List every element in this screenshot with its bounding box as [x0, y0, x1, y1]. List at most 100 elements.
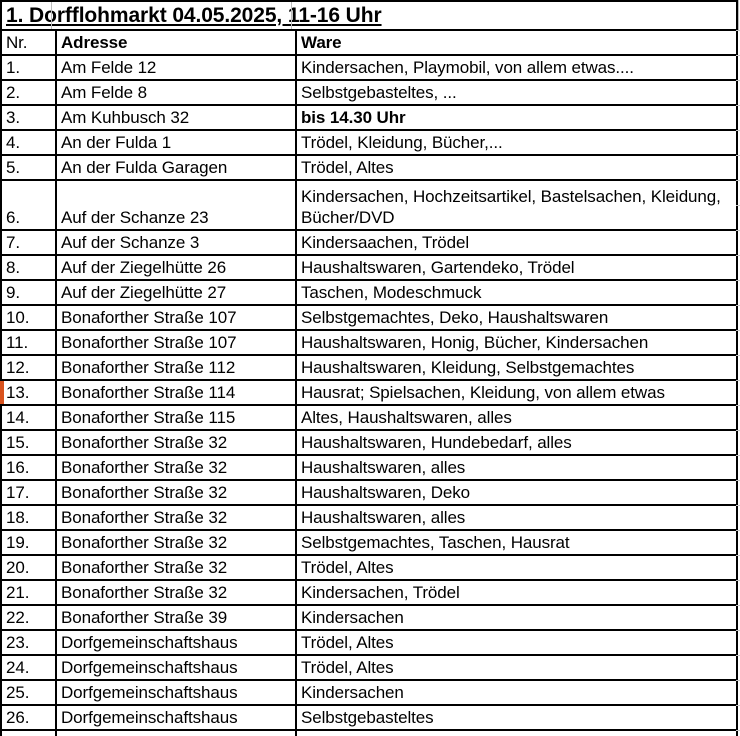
cell-empty[interactable]: [294, 729, 739, 736]
cell-adresse[interactable]: Bonaforther Straße 107: [55, 329, 297, 356]
header-adresse[interactable]: Adresse: [55, 29, 297, 56]
cell-empty[interactable]: [55, 729, 297, 736]
cell-adresse[interactable]: Dorfgemeinschaftshaus: [55, 679, 297, 706]
cell-ware[interactable]: Kindersachen, Trödel: [294, 579, 739, 606]
cell-adresse[interactable]: Auf der Ziegelhütte 26: [55, 254, 297, 281]
cell-adresse[interactable]: Bonaforther Straße 107: [55, 304, 297, 331]
cell-adresse[interactable]: Bonaforther Straße 115: [55, 404, 297, 431]
cell-ware[interactable]: Trödel, Kleidung, Bücher,...: [294, 129, 739, 156]
header-ware[interactable]: Ware: [294, 29, 739, 56]
cell-ware[interactable]: Kindersachen: [294, 604, 739, 631]
cell-nr[interactable]: 23.: [0, 629, 57, 656]
cell-nr[interactable]: 7.: [0, 229, 57, 256]
cell-ware[interactable]: bis 14.30 Uhr: [294, 104, 739, 131]
cell-adresse[interactable]: Am Kuhbusch 32: [55, 104, 297, 131]
cell-nr[interactable]: 18.: [0, 504, 57, 531]
cell-nr[interactable]: 20.: [0, 554, 57, 581]
gridline-stubs: [736, 30, 740, 731]
cell-nr[interactable]: 10.: [0, 304, 57, 331]
cell-ware[interactable]: Haushaltswaren, Gartendeko, Trödel: [294, 254, 739, 281]
cell-nr[interactable]: 17.: [0, 479, 57, 506]
cell-ware[interactable]: Selbstgebasteltes, ...: [294, 79, 739, 106]
cell-ware[interactable]: Haushaltswaren, Hundebedarf, alles: [294, 429, 739, 456]
cell-nr[interactable]: 24.: [0, 654, 57, 681]
cell-adresse[interactable]: Dorfgemeinschaftshaus: [55, 704, 297, 731]
cell-adresse[interactable]: Bonaforther Straße 32: [55, 554, 297, 581]
table-row: 20. Bonaforther Straße 32 Trödel, Altes: [0, 554, 739, 581]
cell-adresse[interactable]: Bonaforther Straße 32: [55, 529, 297, 556]
table-row-partial: [0, 729, 739, 736]
cell-nr[interactable]: 6.: [0, 179, 57, 231]
cell-ware[interactable]: Kindersachen, Hochzeitsartikel, Bastelsa…: [294, 179, 739, 231]
gridline: [738, 0, 739, 30]
table-row: 25. Dorfgemeinschaftshaus Kindersachen: [0, 679, 739, 706]
cell-adresse[interactable]: Bonaforther Straße 39: [55, 604, 297, 631]
header-nr[interactable]: Nr.: [0, 29, 57, 56]
cell-nr[interactable]: 21.: [0, 579, 57, 606]
cell-ware[interactable]: Kindersachen: [294, 679, 739, 706]
cell-adresse[interactable]: Dorfgemeinschaftshaus: [55, 654, 297, 681]
cell-adresse[interactable]: Bonaforther Straße 32: [55, 429, 297, 456]
cell-ware[interactable]: Altes, Haushaltswaren, alles: [294, 404, 739, 431]
cell-adresse[interactable]: An der Fulda Garagen: [55, 154, 297, 181]
cell-ware[interactable]: Selbstgebasteltes: [294, 704, 739, 731]
cell-adresse[interactable]: Bonaforther Straße 32: [55, 579, 297, 606]
cell-nr[interactable]: 5.: [0, 154, 57, 181]
cell-adresse[interactable]: Auf der Schanze 3: [55, 229, 297, 256]
cell-nr[interactable]: 26.: [0, 704, 57, 731]
header-row: Nr. Adresse Ware: [0, 29, 739, 56]
cell-adresse[interactable]: Bonaforther Straße 32: [55, 504, 297, 531]
cell-adresse[interactable]: Dorfgemeinschaftshaus: [55, 629, 297, 656]
cell-ware[interactable]: Selbstgemachtes, Deko, Haushaltswaren: [294, 304, 739, 331]
cell-adresse[interactable]: Bonaforther Straße 32: [55, 479, 297, 506]
cell-nr[interactable]: 1.: [0, 54, 57, 81]
title-cell[interactable]: 1. Dorfflohmarkt 04.05.2025, 11-16 Uhr: [0, 0, 739, 31]
cell-nr[interactable]: 14.: [0, 404, 57, 431]
cell-ware[interactable]: Haushaltswaren, Honig, Bücher, Kindersac…: [294, 329, 739, 356]
cell-nr[interactable]: 15.: [0, 429, 57, 456]
change-marker: [0, 381, 4, 404]
cell-nr[interactable]: 13.: [0, 379, 57, 406]
cell-adresse[interactable]: Bonaforther Straße 112: [55, 354, 297, 381]
table-row: 13. Bonaforther Straße 114 Hausrat; Spiels…: [0, 379, 739, 406]
table-row: 8. Auf der Ziegelhütte 26 Haushaltswaren, …: [0, 254, 739, 281]
cell-ware[interactable]: Trödel, Altes: [294, 154, 739, 181]
cell-ware[interactable]: Haushaltswaren, alles: [294, 504, 739, 531]
cell-nr[interactable]: 3.: [0, 104, 57, 131]
cell-ware[interactable]: Hausrat; Spielsachen, Kleidung, von alle…: [294, 379, 739, 406]
cell-nr[interactable]: 19.: [0, 529, 57, 556]
cell-ware[interactable]: Trödel, Altes: [294, 554, 739, 581]
cell-ware[interactable]: Haushaltswaren, Kleidung, Selbstgemachte…: [294, 354, 739, 381]
cell-nr[interactable]: 22.: [0, 604, 57, 631]
cell-ware[interactable]: Taschen, Modeschmuck: [294, 279, 739, 306]
cell-adresse[interactable]: Am Felde 8: [55, 79, 297, 106]
table-row: 16. Bonaforther Straße 32 Haushaltswaren, …: [0, 454, 739, 481]
cell-ware[interactable]: Kindersachen, Playmobil, von allem etwas…: [294, 54, 739, 81]
cell-adresse[interactable]: Bonaforther Straße 32: [55, 454, 297, 481]
cell-ware[interactable]: Haushaltswaren, alles: [294, 454, 739, 481]
cell-nr[interactable]: 16.: [0, 454, 57, 481]
cell-ware[interactable]: Trödel, Altes: [294, 654, 739, 681]
cell-nr[interactable]: 4.: [0, 129, 57, 156]
cell-nr[interactable]: 2.: [0, 79, 57, 106]
cell-nr[interactable]: 25.: [0, 679, 57, 706]
table-row: 6. Auf der Schanze 23 Kindersachen, Hochze…: [0, 179, 739, 231]
cell-nr[interactable]: 9.: [0, 279, 57, 306]
cell-empty[interactable]: [0, 729, 57, 736]
cell-adresse[interactable]: Auf der Schanze 23: [55, 179, 297, 231]
cell-ware[interactable]: Trödel, Altes: [294, 629, 739, 656]
table-row: 24. Dorfgemeinschaftshaus Trödel, Altes: [0, 654, 739, 681]
cell-nr[interactable]: 11.: [0, 329, 57, 356]
cell-adresse[interactable]: Am Felde 12: [55, 54, 297, 81]
table-row: 15. Bonaforther Straße 32 Haushaltswaren, …: [0, 429, 739, 456]
cell-adresse[interactable]: Auf der Ziegelhütte 27: [55, 279, 297, 306]
cell-adresse[interactable]: An der Fulda 1: [55, 129, 297, 156]
cell-ware[interactable]: Kindersaachen, Trödel: [294, 229, 739, 256]
cell-ware[interactable]: Selbstgemachtes, Taschen, Hausrat: [294, 529, 739, 556]
cell-adresse[interactable]: Bonaforther Straße 114: [55, 379, 297, 406]
cell-nr[interactable]: 12.: [0, 354, 57, 381]
cell-nr[interactable]: 8.: [0, 254, 57, 281]
cell-ware[interactable]: Haushaltswaren, Deko: [294, 479, 739, 506]
